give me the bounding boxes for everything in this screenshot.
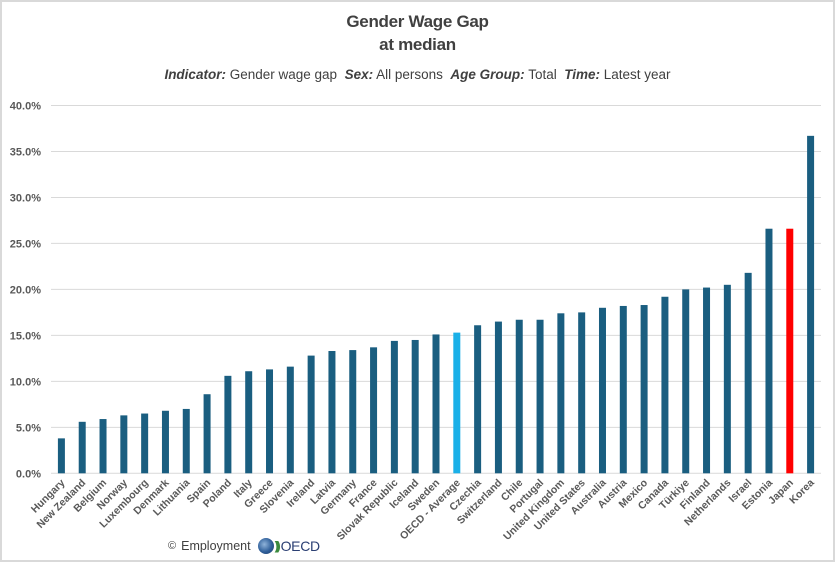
bar-oecd-average [453,332,461,474]
bar-portugal [536,319,544,474]
y-tick-label: 25.0% [10,238,41,250]
bar-united-kingdom [557,313,565,474]
bar-hungary [57,438,65,474]
indicator-label: Indicator: [164,67,226,82]
bar-czechia [474,325,482,474]
bar-poland [224,375,232,474]
bar-korea [807,135,815,474]
bar-new-zealand [78,421,86,474]
time-value: Latest year [603,67,671,82]
indicator-value: Gender wage gap [229,67,338,82]
footer-source: © Employment ))) OECD [168,537,320,555]
bar-greece [266,369,274,474]
y-tick-label: 0.0% [16,468,41,480]
bar-t-rkiye [682,289,690,474]
age-group-value: Total [528,67,557,82]
source-label: Employment [181,539,251,553]
bar-finland [703,287,711,474]
oecd-logo-text: OECD [280,538,321,554]
bars [57,135,815,474]
bar-france [370,347,378,474]
time-label: Time: [564,67,600,82]
y-tick-label: 20.0% [10,284,41,296]
y-axis: 0.0% 5.0% 10.0% 15.0% 20.0% 25.0% 30.0% 35.0% 40… [10,101,41,481]
bar-slovak-republic [390,340,398,474]
oecd-globe-icon [257,538,274,554]
bar-belgium [99,419,107,474]
sex-label: Sex: [344,67,374,82]
bar-sweden [432,334,440,474]
bar-germany [349,350,357,474]
bar-norway [120,415,128,474]
bar-slovenia [286,366,294,474]
bar-iceland [411,339,419,474]
bar-spain [203,394,211,474]
bar-canada [661,296,669,474]
bar-australia [598,307,606,474]
bar-ireland [307,355,315,474]
bar-italy [245,371,253,474]
y-tick-label: 40.0% [10,101,41,113]
bar-lithuania [182,408,190,474]
bar-united-states [578,312,586,474]
age-group-label: Age Group: [450,67,525,82]
bar-netherlands [723,284,731,474]
chart-title: Gender Wage Gap [346,12,489,31]
y-tick-label: 10.0% [10,376,41,388]
bar-estonia [765,228,773,474]
y-tick-label: 30.0% [10,192,41,204]
bar-luxembourg [141,413,149,474]
bar-austria [619,305,627,474]
chart-subtitle: Indicator: Gender wage gap Sex: All pers… [0,67,835,82]
bar-denmark [161,410,169,474]
bar-israel [744,272,752,474]
y-tick-label: 35.0% [10,146,41,158]
oecd-arcs-icon: ))) [274,539,281,553]
bar-mexico [640,305,648,474]
sex-value: All persons [376,67,443,82]
bar-japan [786,228,794,474]
y-tick-label: 5.0% [16,422,41,434]
bar-latvia [328,351,336,474]
chart-title-line2: at median [379,35,456,54]
copyright-symbol: © [168,540,177,552]
bar-switzerland [494,321,502,474]
bar-chile [515,319,523,474]
y-tick-label: 15.0% [10,330,41,342]
